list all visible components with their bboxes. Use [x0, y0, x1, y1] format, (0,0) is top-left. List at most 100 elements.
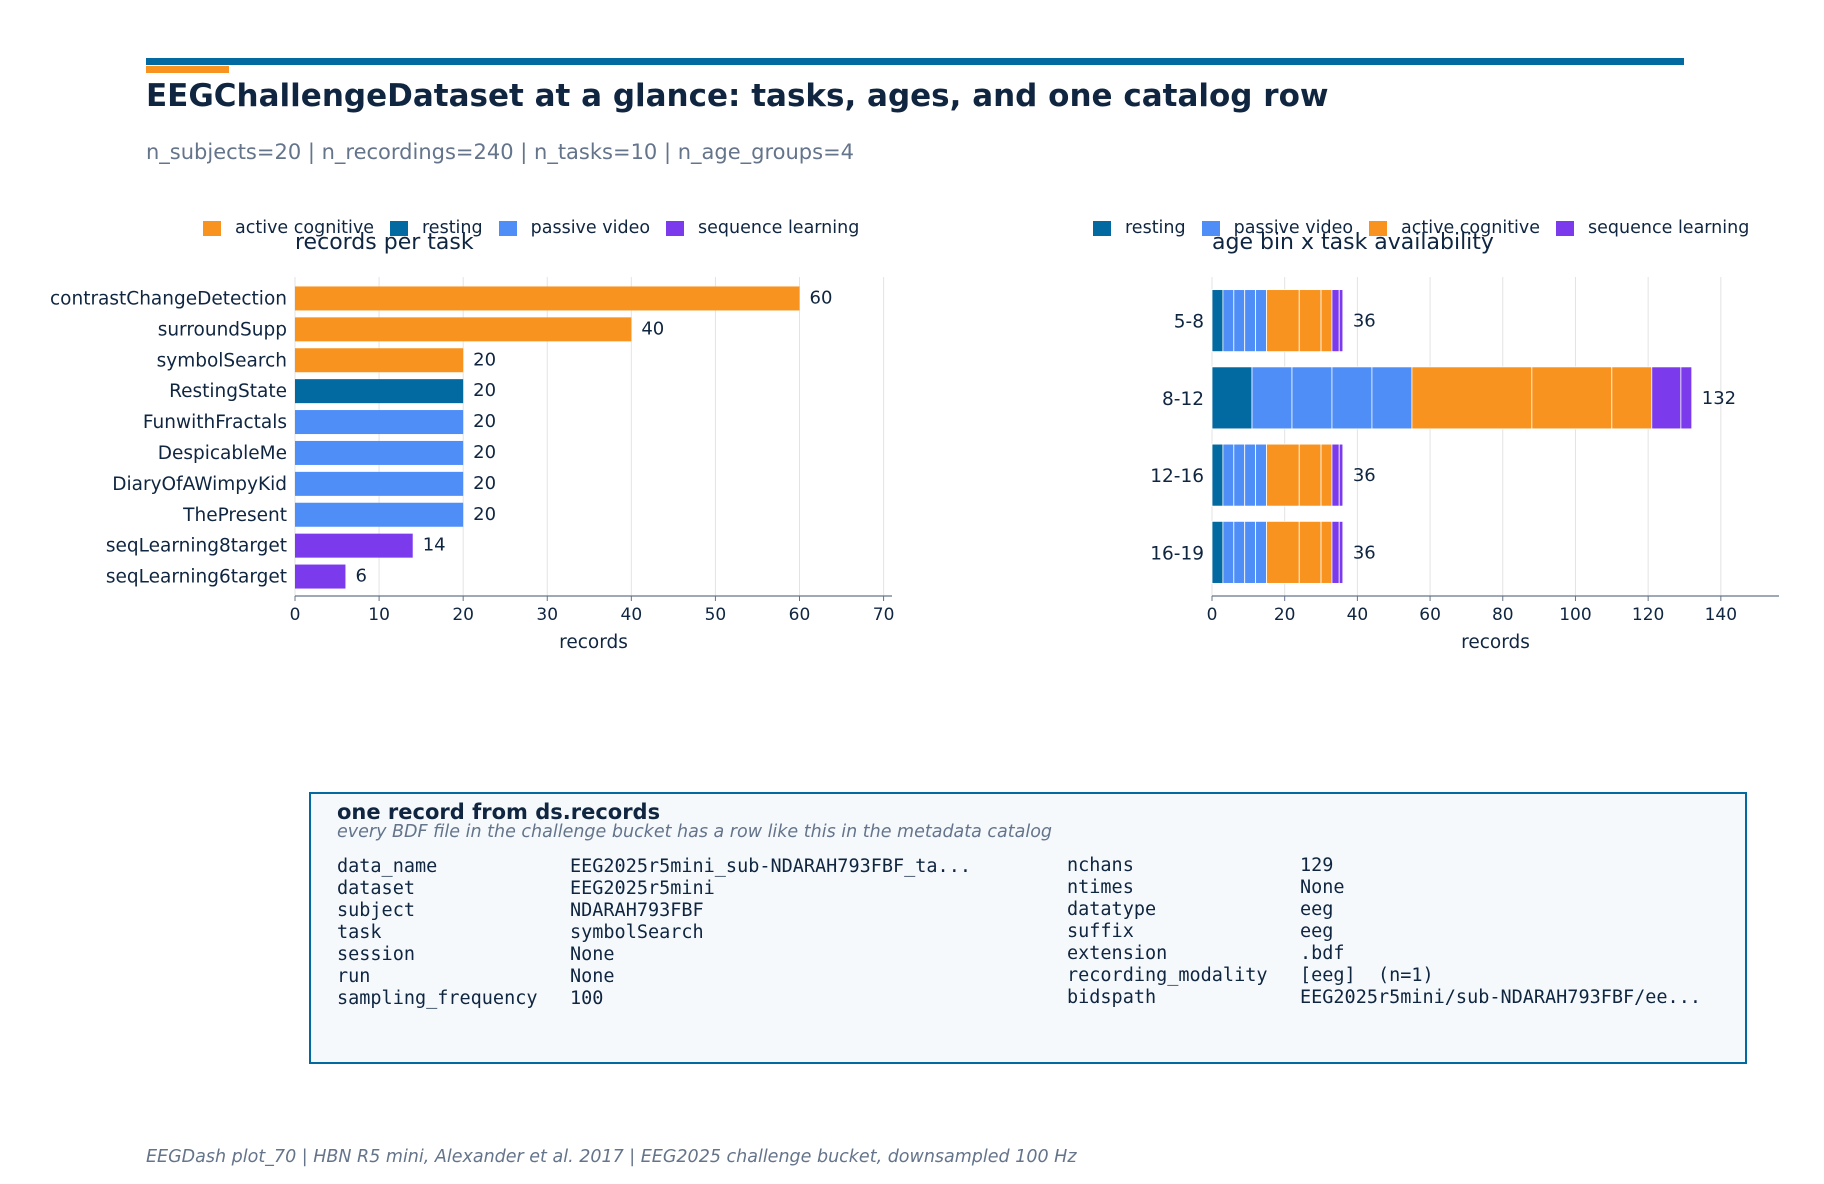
data-label: 14 — [423, 535, 446, 556]
legend-label: passive video — [1233, 218, 1354, 238]
page-title: EEGChallengeDataset at a glance: tasks, … — [146, 78, 1329, 114]
bar-segment-5-8-2 — [1233, 289, 1246, 353]
data-label: 132 — [1702, 388, 1736, 409]
bar-segment-12-16-4 — [1255, 443, 1267, 507]
bar-segment-16-19-7 — [1320, 520, 1333, 584]
y-tick-label: seqLearning8target — [106, 536, 287, 557]
bar-segment-8-12-9 — [1680, 366, 1693, 430]
legend-label: passive video — [530, 218, 651, 238]
legend-label: active cognitive — [1401, 218, 1541, 238]
bar-segment-8-12-5 — [1411, 366, 1533, 430]
bar-segment-12-16-1 — [1222, 443, 1235, 507]
bar-segment-16-19-9 — [1338, 520, 1344, 584]
bar-symbolsearch — [295, 348, 464, 373]
legend-item-resting: resting — [1093, 218, 1186, 238]
y-tick-label: DespicableMe — [158, 443, 287, 464]
x-tick-label: 20 — [452, 605, 474, 625]
legend-item-resting: resting — [390, 218, 483, 238]
legend-item-passive-video: passive video — [1201, 218, 1354, 238]
x-tick-label: 60 — [789, 605, 811, 625]
chart-records-per-task: 0 10 20 30 40 50 60 70 records contrastChangeDete… — [50, 277, 894, 653]
data-label: 36 — [1353, 542, 1376, 563]
bar-segment-5-8-9 — [1338, 289, 1344, 353]
data-label: 36 — [1353, 465, 1376, 486]
legend-label: resting — [422, 218, 483, 238]
bar-segment-8-12-3 — [1331, 366, 1373, 430]
legend-label: sequence learning — [1588, 218, 1750, 238]
legend-item-active-cognitive: active cognitive — [203, 218, 374, 238]
y-tick-label: RestingState — [169, 381, 287, 402]
bar-thepresent — [295, 502, 464, 527]
bar-segment-8-12-0 — [1211, 366, 1253, 430]
bar-segment-12-16-3 — [1244, 443, 1257, 507]
legend-age-bin: resting passive video active cognitive sequ… — [1093, 218, 1765, 238]
x-tick-label: 100 — [1559, 605, 1591, 625]
data-label: 20 — [473, 411, 496, 432]
x-tick-label: 40 — [621, 605, 643, 625]
x-tick-label: 0 — [290, 605, 301, 625]
bar-segment-8-12-4 — [1371, 366, 1413, 430]
bar-despicableme — [295, 440, 464, 465]
bar-contrastchangedetection — [295, 286, 800, 311]
bar-segment-12-16-7 — [1320, 443, 1333, 507]
chart-title-age-bin: age bin x task availability — [1212, 230, 1494, 255]
page-subtitle: n_subjects=20 | n_recordings=240 | n_tas… — [146, 140, 855, 164]
chart-title-records-per-task: records per task — [295, 230, 474, 255]
legend-swatch — [1093, 220, 1111, 236]
legend-records-per-task: active cognitive resting passive video sequ… — [203, 218, 875, 238]
legend-swatch — [1369, 220, 1388, 236]
bar-segment-8-12-1 — [1251, 366, 1293, 430]
bar-segment-8-12-8 — [1651, 366, 1682, 430]
data-label: 60 — [810, 287, 833, 308]
record-left-values: EEG2025r5mini_sub-NDARAH793FBF_ta... EEG… — [570, 856, 971, 1009]
record-right-values: 129 None eeg eeg .bdf [eeg] (n=1) EEG202… — [1300, 855, 1701, 1008]
legend-label: resting — [1125, 218, 1186, 238]
bar-segment-8-12-2 — [1291, 366, 1333, 430]
data-label: 36 — [1353, 311, 1376, 332]
bar-segment-16-19-6 — [1298, 520, 1322, 584]
bar-funwithfractals — [295, 410, 464, 435]
x-axis-label: records — [559, 632, 628, 653]
bar-segment-5-8-0 — [1211, 289, 1224, 353]
y-tick-label: contrastChangeDetection — [50, 288, 287, 309]
bar-segment-12-16-0 — [1211, 443, 1224, 507]
x-tick-label: 80 — [1492, 605, 1514, 625]
data-label: 20 — [473, 504, 496, 525]
legend-label: sequence learning — [698, 218, 860, 238]
legend-swatch — [666, 220, 685, 236]
data-label: 20 — [473, 349, 496, 370]
x-tick-label: 10 — [368, 605, 390, 625]
x-axis-label: records — [1461, 632, 1530, 653]
y-tick-label: 12-16 — [1150, 466, 1204, 487]
bar-segment-12-16-5 — [1266, 443, 1300, 507]
data-label: 20 — [473, 442, 496, 463]
chart-age-bin: 0 20 40 60 80 100 120 140 records 5-8 36 8-12 132 12-… — [1150, 277, 1779, 653]
record-left-keys: data_name dataset subject task session r… — [337, 856, 538, 1009]
x-tick-label: 30 — [536, 605, 558, 625]
header-accent — [146, 66, 229, 73]
data-label: 40 — [641, 318, 664, 339]
bar-segment-8-12-7 — [1611, 366, 1653, 430]
bar-segment-12-16-9 — [1338, 443, 1344, 507]
record-right-keys: nchans ntimes datatype suffix extension … — [1067, 855, 1268, 1008]
bar-surroundsupp — [295, 317, 632, 342]
bar-segment-16-19-8 — [1331, 520, 1340, 584]
legend-label: active cognitive — [235, 218, 374, 238]
y-tick-label: DiaryOfAWimpyKid — [112, 474, 287, 495]
x-tick-label: 40 — [1347, 605, 1369, 625]
bar-segment-5-8-1 — [1222, 289, 1235, 353]
bar-seqlearning6target — [295, 564, 346, 589]
bar-segment-5-8-4 — [1255, 289, 1267, 353]
legend-item-active-cognitive: active cognitive — [1369, 218, 1540, 238]
y-tick-label: FunwithFractals — [143, 412, 287, 433]
record-subtitle: every BDF file in the challenge bucket h… — [337, 822, 1053, 842]
legend-swatch — [390, 220, 408, 236]
data-label: 20 — [473, 473, 496, 494]
data-label: 6 — [355, 566, 366, 587]
bar-seqlearning8target — [295, 533, 413, 558]
y-tick-label: 16-19 — [1150, 543, 1204, 564]
bar-segment-16-19-4 — [1255, 520, 1267, 584]
y-tick-label: 8-12 — [1162, 389, 1204, 410]
y-tick-label: seqLearning6target — [106, 567, 287, 588]
header-rule — [146, 58, 1684, 65]
